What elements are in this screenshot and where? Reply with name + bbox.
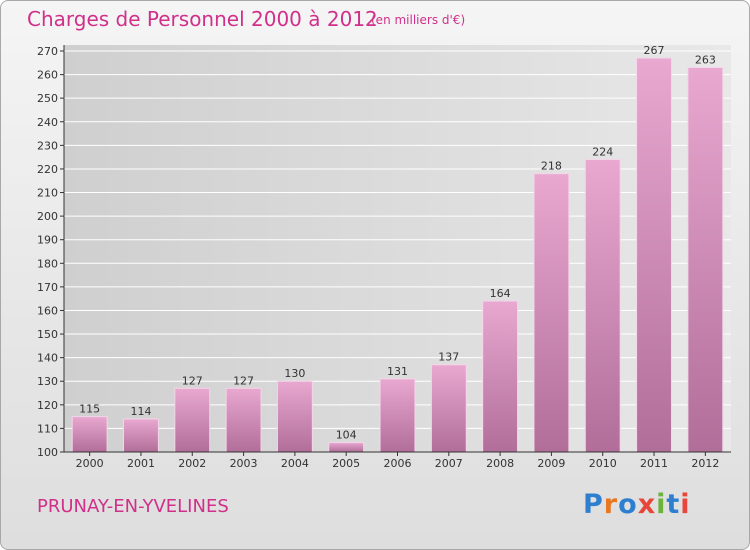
logo-letter: r [603,489,619,520]
y-tick-label: 110 [37,422,58,435]
proxiti-logo: Proxiti [583,489,691,520]
x-tick-label: 2012 [691,457,719,470]
x-tick-label: 2006 [384,457,412,470]
data-label: 131 [387,365,408,378]
data-label: 164 [490,287,511,300]
bar-2006 [379,378,416,453]
x-tick-label: 2005 [332,457,360,470]
logo-letter: P [583,489,604,520]
y-tick-label: 170 [37,281,58,294]
data-label: 263 [695,54,716,67]
data-label: 137 [438,351,459,364]
y-tick-label: 120 [37,399,58,412]
y-tick-label: 230 [37,139,58,152]
data-label: 218 [541,160,562,173]
x-tick-label: 2004 [281,457,309,470]
bar-2009 [533,173,570,453]
data-label: 114 [130,405,151,418]
y-tick-label: 140 [37,352,58,365]
logo-letter: t [666,489,681,520]
commune-name: PRUNAY-EN-YVELINES [37,496,229,517]
bar-2012 [687,67,724,453]
x-tick-label: 2007 [435,457,463,470]
y-tick-label: 160 [37,304,58,317]
y-tick-label: 220 [37,163,58,176]
bar-2004 [276,380,313,453]
data-label: 104 [336,429,357,442]
chart-title: Charges de Personnel 2000 à 2012 [27,7,378,31]
bar-2007 [430,364,467,453]
data-label: 224 [592,146,613,159]
y-tick-label: 190 [37,234,58,247]
logo-letter: i [656,489,667,520]
data-label: 127 [182,374,203,387]
y-tick-label: 240 [37,116,58,129]
x-tick-label: 2000 [76,457,104,470]
logo-letter: x [637,489,657,520]
y-tick-label: 200 [37,210,58,223]
y-tick-label: 270 [37,45,58,58]
data-label: 267 [644,44,665,57]
bar-2010 [584,159,621,453]
chart-subtitle: (en milliers d'€) [371,13,466,27]
bar-2008 [482,300,519,453]
logo-letter: i [680,489,691,520]
y-tick-label: 100 [37,446,58,459]
logo-letter: o [618,489,638,520]
x-tick-label: 2008 [486,457,514,470]
x-tick-label: 2002 [178,457,206,470]
x-tick-label: 2001 [127,457,155,470]
bar-2001 [123,418,159,453]
y-tick-label: 150 [37,328,58,341]
y-tick-label: 130 [37,375,58,388]
data-label: 130 [284,367,305,380]
y-tick-label: 260 [37,69,58,82]
x-tick-label: 2003 [230,457,258,470]
data-label: 127 [233,374,254,387]
bar-2011 [636,57,672,453]
x-tick-label: 2010 [589,457,617,470]
x-tick-label: 2011 [640,457,668,470]
y-tick-label: 180 [37,257,58,270]
x-tick-label: 2009 [537,457,565,470]
data-label: 115 [79,403,100,416]
bar-2005 [328,442,365,453]
bar-2002 [174,387,211,453]
bar-2003 [225,387,262,453]
bar-2000 [71,416,108,453]
y-tick-label: 250 [37,92,58,105]
y-tick-label: 210 [37,187,58,200]
